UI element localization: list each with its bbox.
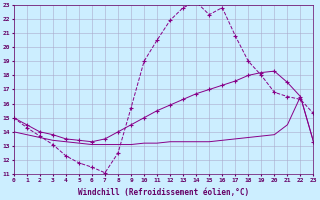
X-axis label: Windchill (Refroidissement éolien,°C): Windchill (Refroidissement éolien,°C) (78, 188, 249, 197)
